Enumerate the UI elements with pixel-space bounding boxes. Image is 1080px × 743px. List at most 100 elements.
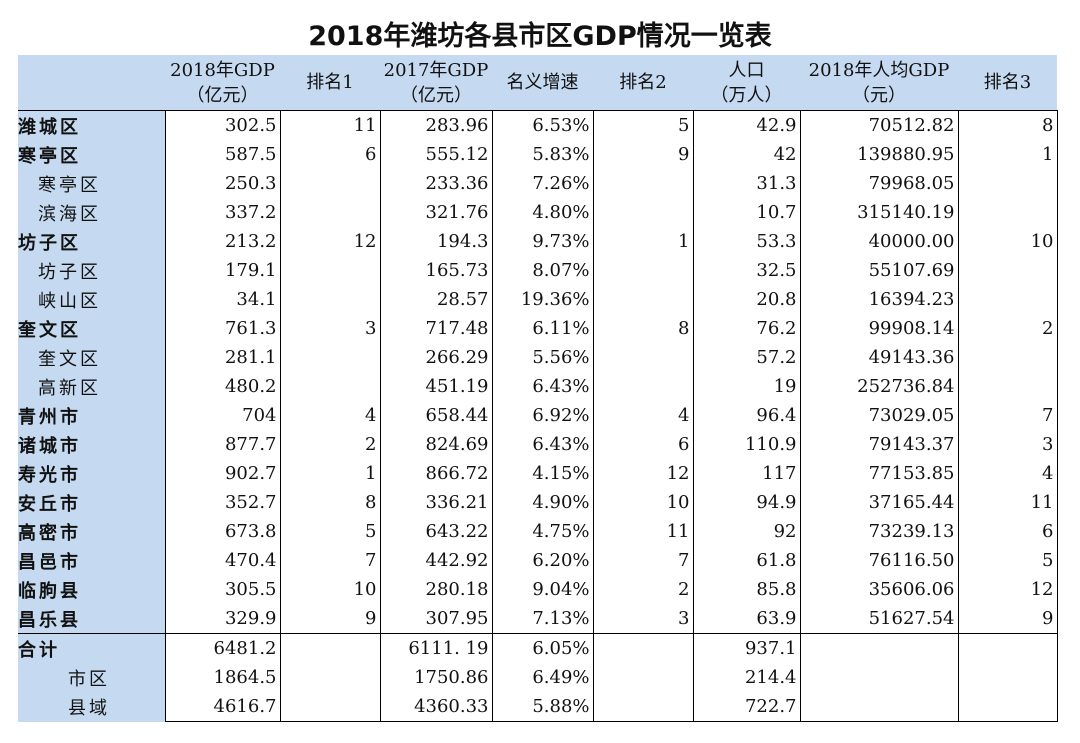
row-label: 滨海区 — [18, 198, 166, 227]
table-row: 诸城市 877.7 2 824.69 6.43% 6 110.9 79143.37 3 — [18, 430, 1058, 459]
data-cell: 902.7 — [164, 459, 281, 488]
data-cell: 12 — [279, 227, 381, 256]
header-cell — [18, 55, 165, 111]
table-row: 滨海区 337.2 321.76 4.80% 10.7 315140.19 — [18, 198, 1058, 227]
data-cell: 76.2 — [692, 314, 801, 343]
data-cell: 10 — [957, 227, 1058, 256]
data-cell: 194.3 — [379, 227, 493, 256]
row-label: 合计 — [18, 633, 166, 663]
data-cell: 49143.36 — [799, 343, 959, 372]
data-cell: 5 — [279, 517, 381, 546]
data-cell: 280.18 — [379, 575, 493, 604]
data-cell: 8 — [592, 314, 694, 343]
header-cell: 排名2 — [593, 55, 693, 111]
data-cell: 451.19 — [379, 372, 493, 401]
data-cell: 673.8 — [164, 517, 281, 546]
data-cell: 824.69 — [379, 430, 493, 459]
empty-cell — [279, 663, 381, 692]
data-cell: 3 — [279, 314, 381, 343]
data-cell: 4 — [592, 401, 694, 430]
empty-cell — [957, 256, 1058, 285]
data-cell: 5.56% — [491, 343, 594, 372]
data-cell: 321.76 — [379, 198, 493, 227]
data-cell: 722.7 — [692, 692, 801, 722]
empty-cell — [279, 692, 381, 722]
table-row: 奎文区 281.1 266.29 5.56% 57.2 49143.36 — [18, 343, 1058, 372]
empty-cell — [957, 198, 1058, 227]
data-cell: 4616.7 — [164, 692, 281, 722]
row-label: 市区 — [18, 663, 166, 692]
data-cell: 7 — [279, 546, 381, 575]
header-cell: 2017年GDP （亿元） — [380, 55, 492, 111]
table-row: 寿光市 902.7 1 866.72 4.15% 12 117 77153.85 4 — [18, 459, 1058, 488]
empty-cell — [799, 633, 959, 663]
empty-cell — [279, 169, 381, 198]
data-cell: 73239.13 — [799, 517, 959, 546]
data-cell: 9.04% — [491, 575, 594, 604]
header-text: 名义增速 — [506, 72, 579, 93]
empty-cell — [957, 663, 1058, 692]
header-cell: 2018年人均GDP （元） — [800, 55, 958, 111]
data-cell: 55107.69 — [799, 256, 959, 285]
data-cell: 213.2 — [164, 227, 281, 256]
data-cell: 35606.06 — [799, 575, 959, 604]
data-cell: 5.83% — [491, 140, 594, 169]
empty-cell — [592, 343, 694, 372]
header-text: （元） — [852, 84, 906, 106]
empty-cell — [957, 285, 1058, 314]
data-cell: 12 — [592, 459, 694, 488]
row-label: 诸城市 — [18, 430, 166, 459]
data-cell: 19 — [692, 372, 801, 401]
data-cell: 1864.5 — [164, 663, 281, 692]
row-label: 寒亭区 — [18, 140, 166, 169]
data-cell: 96.4 — [692, 401, 801, 430]
data-cell: 266.29 — [379, 343, 493, 372]
data-cell: 6.53% — [491, 110, 594, 140]
data-cell: 70512.82 — [799, 110, 959, 140]
data-cell: 1 — [592, 227, 694, 256]
data-cell: 10 — [279, 575, 381, 604]
data-cell: 4.15% — [491, 459, 594, 488]
data-cell: 6.92% — [491, 401, 594, 430]
empty-cell — [799, 692, 959, 722]
header-text: 排名3 — [983, 72, 1032, 93]
table-row: 临朐县 305.5 10 280.18 9.04% 2 85.8 35606.06 12 — [18, 575, 1058, 604]
empty-cell — [279, 256, 381, 285]
data-cell: 252736.84 — [799, 372, 959, 401]
row-label: 寒亭区 — [18, 169, 166, 198]
data-cell: 6 — [957, 517, 1058, 546]
data-cell: 16394.23 — [799, 285, 959, 314]
data-cell: 79968.05 — [799, 169, 959, 198]
table-row: 寒亭区 587.5 6 555.12 5.83% 9 42 139880.95 1 — [18, 140, 1058, 169]
data-cell: 233.36 — [379, 169, 493, 198]
header-text: 2018年GDP — [170, 59, 275, 81]
data-cell: 3 — [592, 604, 694, 634]
row-label: 奎文区 — [18, 343, 166, 372]
header-text: （万人） — [710, 84, 783, 106]
data-cell: 283.96 — [379, 110, 493, 140]
empty-cell — [957, 343, 1058, 372]
data-cell: 79143.37 — [799, 430, 959, 459]
data-cell: 42 — [692, 140, 801, 169]
header-text: （亿元） — [400, 84, 472, 106]
header-text: （亿元） — [186, 84, 259, 106]
data-cell: 57.2 — [692, 343, 801, 372]
row-label: 青州市 — [18, 401, 166, 430]
data-cell: 12 — [957, 575, 1058, 604]
data-cell: 53.3 — [692, 227, 801, 256]
table-row: 昌邑市 470.4 7 442.92 6.20% 7 61.8 76116.50 5 — [18, 546, 1058, 575]
data-cell: 8.07% — [491, 256, 594, 285]
data-cell: 587.5 — [164, 140, 281, 169]
data-cell: 5 — [592, 110, 694, 140]
empty-cell — [799, 663, 959, 692]
data-cell: 352.7 — [164, 488, 281, 517]
data-cell: 329.9 — [164, 604, 281, 634]
data-cell: 9 — [592, 140, 694, 169]
empty-cell — [592, 692, 694, 722]
row-label: 临朐县 — [18, 575, 166, 604]
data-cell: 7.13% — [491, 604, 594, 634]
header-cell: 名义增速 — [492, 55, 593, 111]
row-label: 奎文区 — [18, 314, 166, 343]
data-cell: 1 — [279, 459, 381, 488]
data-cell: 165.73 — [379, 256, 493, 285]
